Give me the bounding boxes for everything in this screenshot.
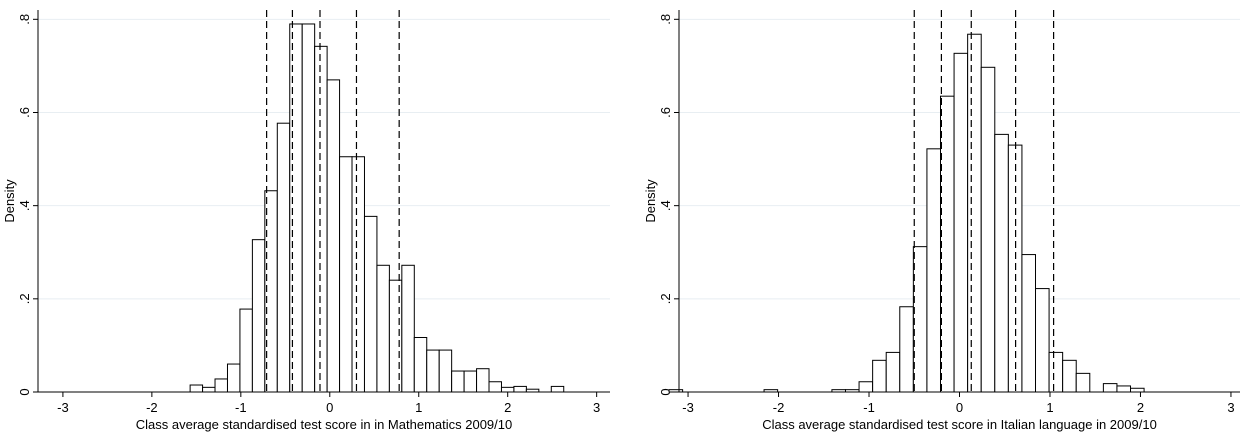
bar — [189, 384, 204, 393]
bar — [451, 370, 465, 393]
bar — [214, 378, 228, 393]
bar — [513, 385, 527, 393]
bar — [939, 95, 955, 393]
bar — [488, 381, 502, 393]
x-tick-label: 0 — [326, 400, 333, 415]
x-tick-label: 1 — [1046, 400, 1053, 415]
x-tick-label: 3 — [1227, 400, 1234, 415]
bar — [926, 148, 941, 393]
x-tick-label: 3 — [593, 400, 600, 415]
bar — [401, 264, 415, 393]
bar — [438, 349, 453, 393]
bar — [980, 66, 996, 393]
x-tick-label: -3 — [682, 400, 694, 415]
bar — [953, 52, 969, 393]
bar — [994, 133, 1009, 393]
bar — [326, 79, 341, 393]
bar — [463, 370, 478, 393]
bar — [426, 349, 440, 393]
x-tick-label: 1 — [415, 400, 422, 415]
bar — [239, 308, 253, 393]
bar — [476, 368, 490, 393]
bar — [363, 215, 378, 393]
bar — [202, 386, 216, 393]
bar — [885, 351, 901, 393]
x-axis-title: Class average standardised test score in… — [762, 417, 1157, 432]
x-tick-label: -2 — [773, 400, 785, 415]
bar — [1048, 351, 1064, 393]
bar — [388, 279, 403, 393]
bar — [1035, 288, 1050, 393]
bar — [1116, 385, 1132, 393]
y-tick-label: .8 — [658, 14, 673, 25]
bar — [226, 363, 241, 393]
x-tick-label: -1 — [235, 400, 247, 415]
bar — [858, 381, 874, 393]
x-axis-title: Class average standardised test score in… — [136, 417, 512, 432]
x-tick-label: 2 — [1137, 400, 1144, 415]
x-tick-label: -2 — [146, 400, 158, 415]
bar — [1062, 359, 1077, 393]
bar — [351, 156, 365, 393]
y-tick-label: .4 — [658, 200, 673, 211]
bar — [314, 45, 328, 393]
y-tick-label: .4 — [17, 200, 32, 211]
bar — [413, 336, 428, 393]
y-tick-label: .8 — [17, 14, 32, 25]
y-tick-label: .6 — [658, 107, 673, 118]
x-tick-label: 0 — [956, 400, 963, 415]
bar — [251, 239, 266, 393]
bar — [1075, 372, 1091, 393]
bar — [376, 264, 390, 393]
x-tick-label: 2 — [504, 400, 511, 415]
x-tick-label: -3 — [57, 400, 69, 415]
y-tick-label: 0 — [658, 388, 673, 395]
y-tick-label: .2 — [658, 293, 673, 304]
bar — [967, 33, 982, 393]
bar — [276, 122, 291, 393]
y-tick-label: .6 — [17, 107, 32, 118]
y-tick-label: 0 — [17, 388, 32, 395]
x-tick-label: -1 — [863, 400, 875, 415]
bar — [301, 23, 316, 393]
y-axis-title: Density — [2, 179, 17, 223]
bar — [1130, 387, 1145, 393]
bar — [912, 246, 928, 393]
bar — [899, 306, 914, 393]
bar — [872, 359, 887, 393]
y-axis-title: Density — [643, 179, 658, 223]
bar — [339, 156, 353, 393]
bar — [1102, 383, 1118, 393]
bar — [550, 385, 565, 393]
bar — [500, 386, 515, 393]
y-tick-label: .2 — [17, 293, 32, 304]
bar — [289, 23, 303, 393]
bar — [1021, 254, 1037, 393]
bar — [668, 389, 684, 393]
